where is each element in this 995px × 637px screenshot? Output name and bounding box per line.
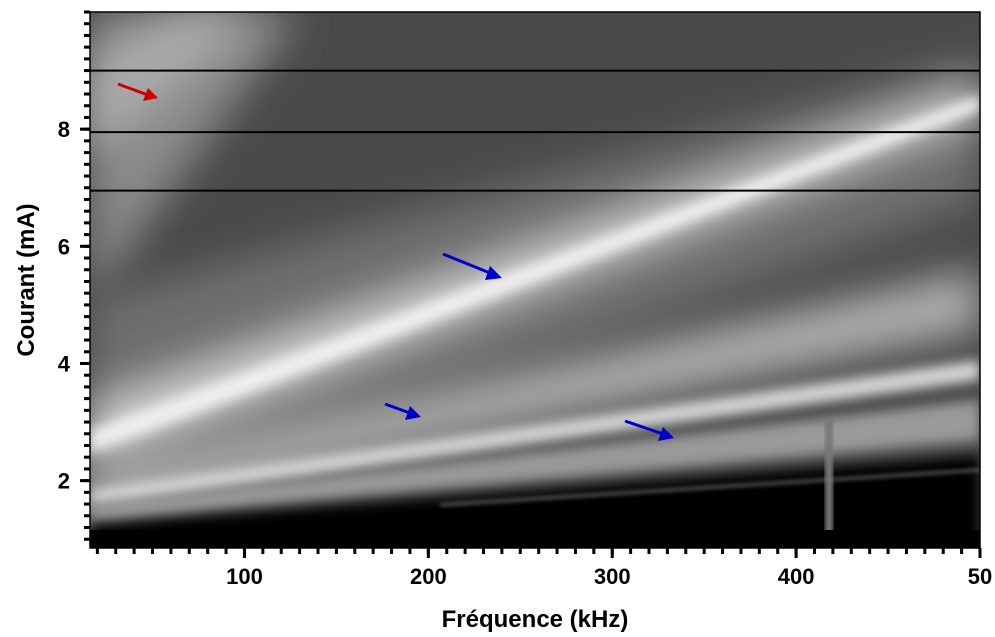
y-tick-label: 4 (58, 351, 71, 376)
y-axis-label: Courant (mA) (13, 203, 40, 356)
x-axis-label: Fréquence (kHz) (442, 606, 629, 633)
y-tick-label: 2 (58, 469, 70, 494)
y-tick-label: 8 (58, 117, 70, 142)
spectrogram-image (90, 12, 980, 548)
x-tick-label: 50 (968, 564, 992, 589)
y-tick-label: 6 (58, 234, 70, 259)
x-tick-label: 100 (226, 564, 263, 589)
x-tick-label: 300 (594, 564, 631, 589)
x-tick-label: 400 (778, 564, 815, 589)
x-tick-label: 200 (410, 564, 447, 589)
arrows (117, 82, 674, 441)
